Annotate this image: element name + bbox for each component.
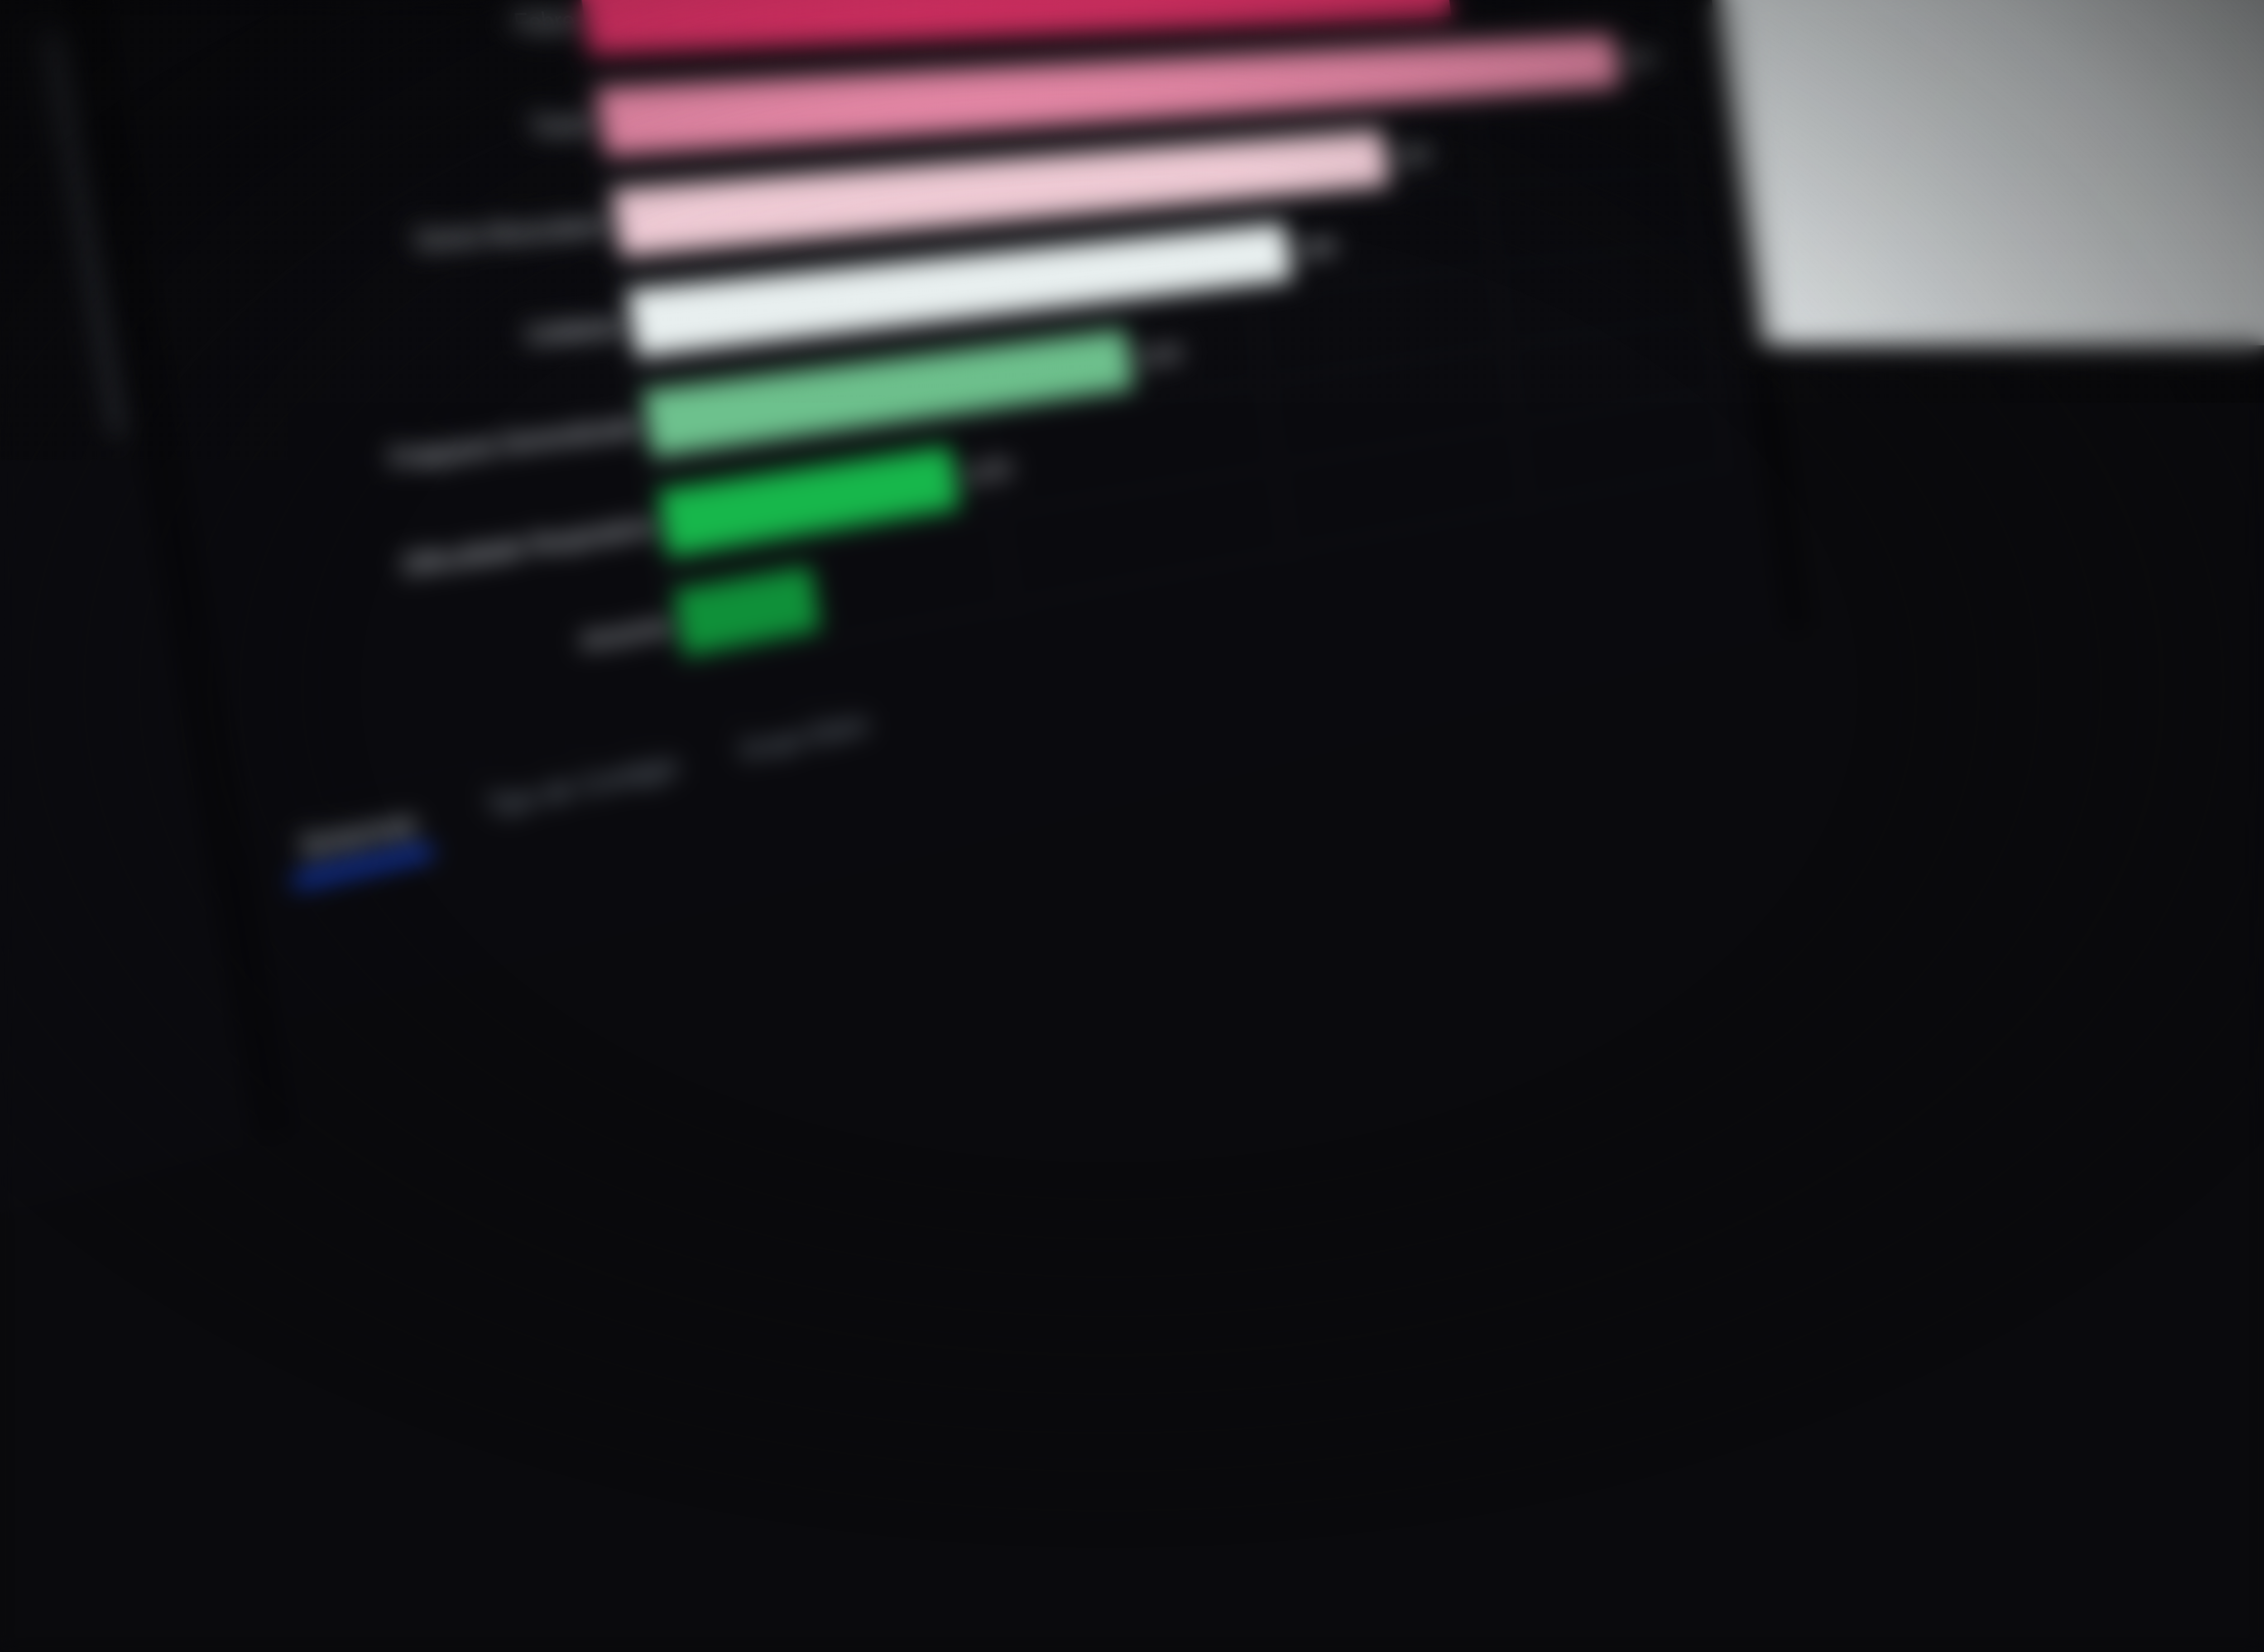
monitor-screen: Confirmados Vila Nova de Gaia Porto Lisb… bbox=[0, 0, 1859, 1652]
chart-bar-value: 3,908 bbox=[1293, 234, 1337, 264]
photo-stage: Confirmados Vila Nova de Gaia Porto Lisb… bbox=[0, 0, 2264, 1652]
dashboard-app: Confirmados Vila Nova de Gaia Porto Lisb… bbox=[0, 0, 1859, 1652]
chart-bar-value: 4,094 bbox=[1621, 46, 1656, 72]
main-content: Sintomas Registados Febre Tosse bbox=[24, 0, 1858, 1652]
category-text: Dores Musculares bbox=[413, 209, 609, 256]
axis-tick-icon bbox=[606, 222, 615, 224]
chart-bar[interactable] bbox=[674, 566, 821, 656]
sidebar-item-matosinhos[interactable]: Matosinhos bbox=[0, 276, 89, 395]
symptoms-bar-chart: Febre Tosse Dores Musculares bbox=[158, 0, 1735, 749]
axis-tick-icon bbox=[638, 423, 647, 426]
tab-grupo-etario[interactable]: Grupo Etário bbox=[738, 708, 872, 780]
dock-card-grupo-etario[interactable]: Grupo Etário bbox=[1257, 1033, 1843, 1372]
axis-tick-icon bbox=[653, 523, 662, 526]
axis-tick-icon bbox=[590, 121, 600, 123]
tab-sintomas[interactable]: Sintomas bbox=[297, 805, 422, 880]
category-text: Fraqueza Generalizada bbox=[388, 410, 640, 475]
category-text: Dificuldade Respiratória bbox=[401, 510, 656, 581]
tab-tipo-de-contagio[interactable]: Tipo de Contágio bbox=[484, 749, 682, 837]
chart-bar-value: 2,372 bbox=[961, 454, 1014, 490]
category-text: Anosmia bbox=[579, 610, 672, 656]
bottom-dock: Tipo de Contágio Grupo Etário bbox=[379, 1033, 1843, 1652]
category-text: Tosse bbox=[528, 107, 593, 142]
sintomas-card: Sintomas Registados Febre Tosse bbox=[82, 0, 1794, 1200]
axis-tick-icon bbox=[669, 623, 678, 625]
chart-bar-value: 4,280 bbox=[1453, 0, 1492, 1]
chart-bar-value: 4,326 bbox=[1390, 141, 1431, 169]
category-text: Febre bbox=[512, 5, 577, 38]
axis-tick-icon bbox=[575, 19, 584, 21]
chart-category-label: Tosse bbox=[176, 77, 606, 196]
dock-card-tipo-de-contagio[interactable]: Tipo de Contágio bbox=[379, 1268, 1258, 1652]
monitor-perspective-wrapper: Confirmados Vila Nova de Gaia Porto Lisb… bbox=[0, 0, 2264, 1652]
category-text: Cefaleias bbox=[524, 310, 624, 351]
chart-category-label: Febre bbox=[158, 0, 591, 85]
chart-bar-value: 3,210 bbox=[1135, 339, 1183, 372]
axis-tick-icon bbox=[622, 323, 631, 326]
